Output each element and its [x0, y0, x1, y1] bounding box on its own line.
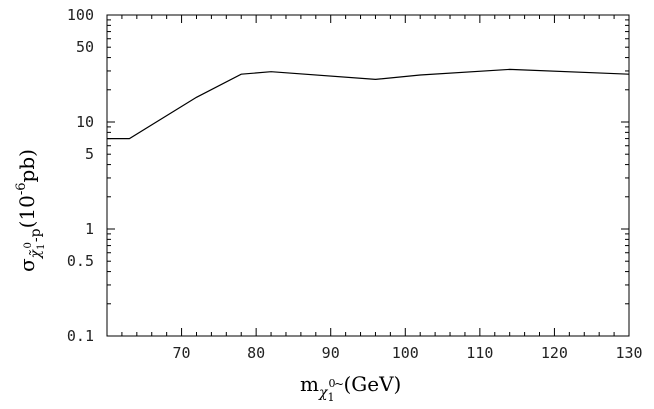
x-tick-label: 100 — [392, 344, 419, 362]
plot-frame — [106, 14, 630, 337]
x-tick-label: 70 — [173, 344, 191, 362]
y-title-sub-sup: 0 — [23, 242, 34, 248]
plot-frame-group — [106, 14, 630, 337]
x-axis-title: mχ10 (GeV) — [300, 372, 401, 404]
y-tick-label: 10 — [76, 113, 94, 131]
x-title-base: m — [300, 372, 319, 396]
x-title-sub-sup: 0 — [328, 377, 335, 390]
x-tick-label: 130 — [615, 344, 642, 362]
y-tick-label: 50 — [76, 38, 94, 56]
x-axis-ticks: 70 80 90 100 110 120 130 — [121, 15, 643, 362]
series-line — [107, 68, 630, 140]
y-tick-label: 1 — [85, 220, 94, 238]
y-title-unit-open: (10 — [15, 195, 39, 228]
y-tick-label: 0.1 — [67, 327, 94, 345]
y-title-sub: χ̃ — [28, 248, 44, 259]
y-axis-ticks: 0.1 0.5 1 5 10 50 100 — [67, 6, 629, 345]
y-title-sub-tail: -p — [28, 228, 44, 242]
y-axis-title: σχ̃10-p(10-6pb) — [14, 149, 47, 272]
x-title-sub-sub: 1 — [327, 391, 334, 404]
y-title-sub-sub: 1 — [36, 243, 47, 249]
y-tick-label: 100 — [67, 6, 94, 24]
y-title-unit-exp: -6 — [14, 182, 29, 195]
x-title-unit: (GeV) — [343, 372, 401, 396]
y-axis-title-group: σχ̃10-p(10-6pb) — [14, 149, 47, 272]
x-title-sub-main: χ — [318, 385, 329, 401]
y-title-base: σ — [15, 258, 39, 272]
x-tick-label: 90 — [322, 344, 340, 362]
y-title-unit-close: pb) — [15, 149, 39, 182]
x-tick-label: 110 — [466, 344, 493, 362]
y-tick-label: 0.5 — [67, 252, 94, 270]
x-tick-label: 80 — [247, 344, 265, 362]
series-layer — [107, 68, 630, 140]
x-tick-label: 120 — [541, 344, 568, 362]
x-title-tilde: ~ — [334, 377, 344, 391]
y-tick-label: 5 — [85, 145, 94, 163]
